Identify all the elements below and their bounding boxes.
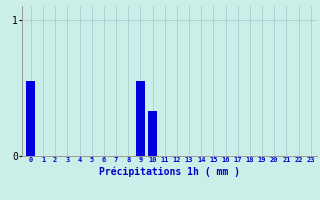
Bar [26,81,36,156]
Bar [148,111,157,156]
X-axis label: Précipitations 1h ( mm ): Précipitations 1h ( mm ) [99,166,240,177]
Bar [136,81,145,156]
